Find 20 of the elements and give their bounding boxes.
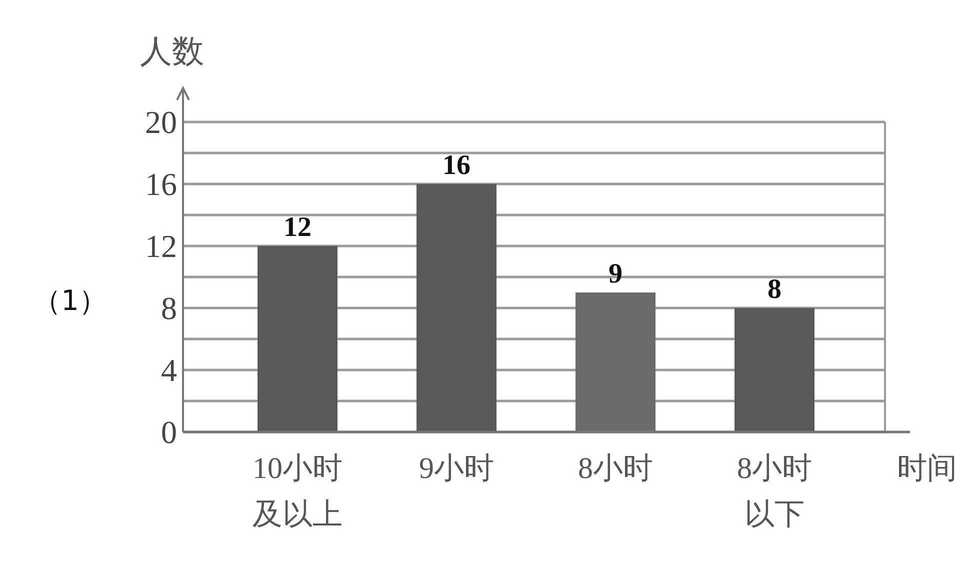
- text: （1）: [33, 284, 107, 317]
- y-tick-label: 0: [161, 414, 177, 450]
- y-tick-label: 4: [161, 352, 177, 388]
- y-tick-label: 12: [145, 228, 177, 264]
- data-label: 8: [768, 274, 782, 305]
- bar: [734, 308, 814, 432]
- x-tick-label: 10小时及以上: [252, 452, 342, 531]
- x-axis-title: 时间: [897, 452, 957, 485]
- data-label: 9: [608, 258, 622, 290]
- x-tick-label: 8小时以下: [737, 452, 812, 531]
- bar: [258, 246, 338, 432]
- y-tick-label: 16: [145, 166, 177, 202]
- y-tick-label: 8: [161, 290, 177, 326]
- bar: [416, 184, 496, 432]
- x-tick-label: 9小时: [419, 452, 494, 485]
- y-tick-label: 20: [145, 104, 177, 140]
- y-axis-title: 人数: [140, 33, 204, 69]
- data-label: 12: [284, 212, 312, 243]
- data-label: 16: [442, 150, 470, 181]
- x-tick-label: 8小时: [578, 452, 653, 485]
